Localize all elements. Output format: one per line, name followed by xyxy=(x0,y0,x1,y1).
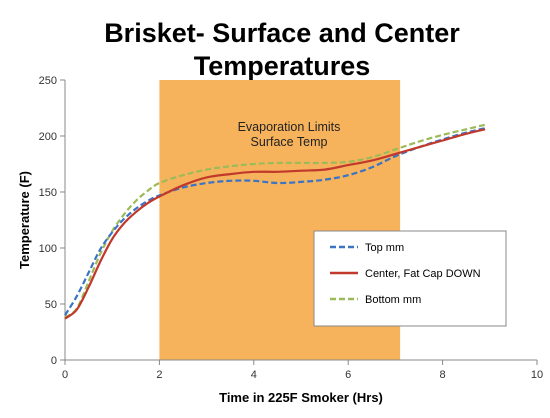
x-tick-label: 6 xyxy=(345,369,351,381)
plot-area: 0 50 100 150 200 250 0 2 4 6 8 10 xyxy=(39,75,543,381)
legend-label-center-fat-cap-down: Center, Fat Cap DOWN xyxy=(365,268,481,280)
shaded-region-label-line2: Surface Temp xyxy=(251,135,328,149)
chart-title-line1: Brisket- Surface and Center xyxy=(104,18,460,48)
legend-label-top-mm: Top mm xyxy=(365,242,404,254)
x-axis-label: Time in 225F Smoker (Hrs) xyxy=(219,390,383,405)
x-tick-label: 2 xyxy=(156,369,162,381)
legend-box xyxy=(313,230,507,327)
y-tick-label: 50 xyxy=(45,299,57,311)
chart-title-line2: Temperatures xyxy=(194,51,371,81)
series-line-center-fat-cap-down xyxy=(64,128,486,320)
x-tick-label: 0 xyxy=(62,369,68,381)
y-axis-label: Temperature (F) xyxy=(17,171,32,269)
x-tick-label: 8 xyxy=(440,369,446,381)
series-line-top-mm xyxy=(64,127,486,316)
shaded-region-label-line1: Evaporation Limits xyxy=(238,120,341,134)
y-tick-label: 250 xyxy=(39,75,57,87)
x-tick-label: 10 xyxy=(531,369,543,381)
legend: Top mm Center, Fat Cap DOWN Bottom mm xyxy=(313,230,507,327)
x-tick-label: 4 xyxy=(251,369,257,381)
y-tick-label: 100 xyxy=(39,243,57,255)
y-tick-label: 200 xyxy=(39,131,57,143)
y-tick-label: 150 xyxy=(39,187,57,199)
series-line-bottom-mm xyxy=(64,123,486,319)
y-tick-label: 0 xyxy=(51,355,57,367)
legend-label-bottom-mm: Bottom mm xyxy=(365,294,421,306)
